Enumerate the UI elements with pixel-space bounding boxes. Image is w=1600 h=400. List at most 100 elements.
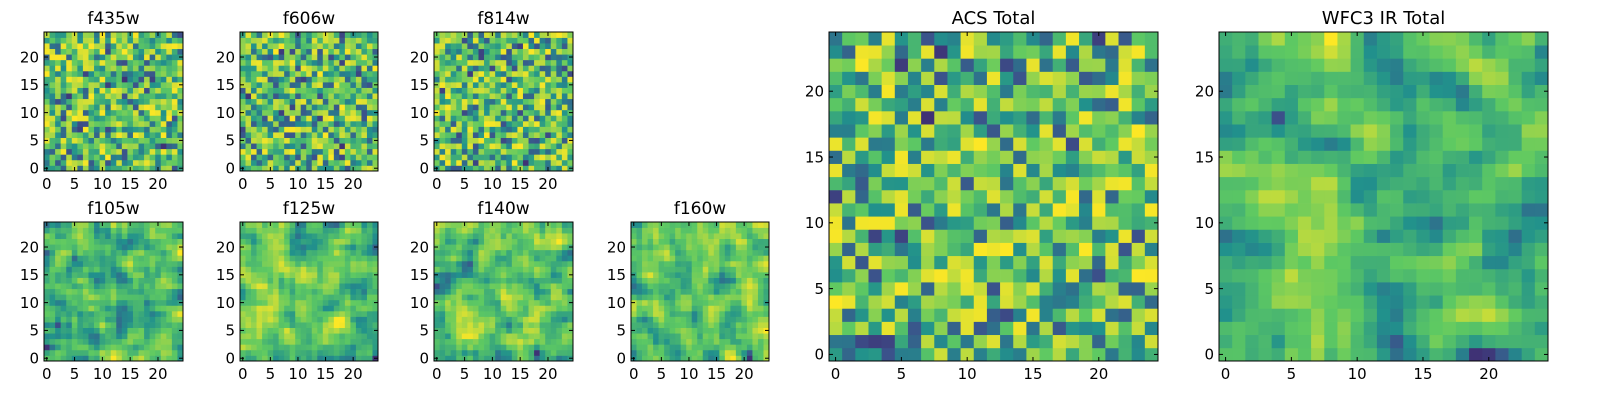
heatmap-cell <box>658 249 665 256</box>
heatmap-cell <box>300 48 307 55</box>
heatmap-cell <box>355 32 362 38</box>
heatmap-cell <box>752 238 759 245</box>
heatmap-cell <box>1065 203 1080 217</box>
heatmap-cell <box>545 333 552 340</box>
heatmap-cell <box>522 327 529 334</box>
heatmap-cell <box>116 93 123 100</box>
heatmap-cell <box>506 165 513 172</box>
heatmap-cell <box>450 126 457 133</box>
heatmap-cell <box>561 109 568 116</box>
heatmap-cell <box>251 222 257 228</box>
heatmap-cell <box>763 249 770 256</box>
heatmap-cell <box>658 316 665 323</box>
heatmap-cell <box>295 266 302 273</box>
heatmap-cell <box>1131 255 1146 270</box>
heatmap-cell <box>144 260 150 267</box>
heatmap-cell <box>94 316 100 323</box>
heatmap-cell <box>894 163 909 178</box>
heatmap-cell <box>495 294 502 301</box>
heatmap-cell <box>1039 347 1054 362</box>
heatmap-cell <box>934 255 948 270</box>
heatmap-cell <box>752 260 759 267</box>
heatmap-cell <box>539 355 546 362</box>
heatmap-cell <box>680 355 687 362</box>
heatmap-cell <box>317 120 324 127</box>
heatmap-cell <box>461 148 468 155</box>
heatmap-cell <box>450 54 457 61</box>
heatmap-cell <box>545 294 552 301</box>
heatmap-cell <box>658 299 665 306</box>
heatmap-cell <box>517 159 524 166</box>
heatmap-cell <box>333 277 340 284</box>
heatmap-cell <box>960 282 975 296</box>
heatmap-cell <box>763 222 770 228</box>
heatmap-cell <box>71 277 78 284</box>
heatmap-cell <box>138 327 145 334</box>
heatmap-cell <box>708 272 715 278</box>
heatmap-cell <box>284 299 291 306</box>
heatmap-cell <box>366 310 373 317</box>
heatmap-cell <box>66 266 73 273</box>
heatmap-cell <box>149 288 156 295</box>
heatmap-cell <box>88 233 95 240</box>
heatmap-cell <box>322 143 329 150</box>
heatmap-cell <box>960 347 975 362</box>
heatmap-cell <box>300 244 307 251</box>
heatmap-cell <box>561 87 568 94</box>
heatmap-cell <box>467 93 474 100</box>
heatmap-cell <box>456 43 463 50</box>
heatmap-cell <box>251 283 257 290</box>
heatmap-cell <box>478 233 485 240</box>
heatmap-cell <box>55 165 62 172</box>
heatmap-cells <box>631 222 770 362</box>
heatmap-cell <box>94 327 100 334</box>
heatmap-cell <box>171 154 178 161</box>
heatmap-cell <box>973 163 988 178</box>
heatmap-cell <box>245 338 252 345</box>
heatmap-cell <box>284 344 291 351</box>
heatmap-cell <box>567 70 574 77</box>
heatmap-cell <box>149 37 156 44</box>
heatmap-cell <box>472 132 479 138</box>
heatmap-cell <box>121 148 128 155</box>
heatmap-cell <box>439 120 446 127</box>
y-tick-label: 5 <box>225 132 235 150</box>
heatmap-cell <box>445 249 452 256</box>
heatmap-cell <box>439 54 446 61</box>
heatmap-cell <box>278 260 285 267</box>
heatmap-cell <box>66 322 73 328</box>
heatmap-cell <box>350 322 357 328</box>
heatmap-cell <box>278 120 285 127</box>
heatmap-cell <box>973 295 988 309</box>
heatmap-cell <box>94 109 100 116</box>
heatmap-cell <box>328 255 335 262</box>
heatmap-cell <box>467 126 474 133</box>
heatmap-cell <box>506 82 513 88</box>
heatmap-cell <box>105 238 112 245</box>
heatmap-cell <box>534 126 540 133</box>
heatmap-cell <box>1118 308 1133 322</box>
heatmap-cell <box>372 249 379 256</box>
heatmap-cell <box>350 316 357 323</box>
heatmap-cell <box>461 316 468 323</box>
heatmap-cell <box>456 244 463 251</box>
heatmap-cell <box>262 283 268 290</box>
heatmap-cell <box>366 148 373 155</box>
heatmap-cell <box>171 238 178 245</box>
heatmap-cell <box>1092 255 1106 270</box>
heatmap-cell <box>1013 176 1027 191</box>
heatmap-cell <box>160 288 167 295</box>
heatmap-cell <box>702 349 709 356</box>
heatmap-cell <box>300 132 307 138</box>
heatmap-cell <box>160 143 167 150</box>
heatmap-cell <box>350 87 357 94</box>
heatmap-cell <box>647 338 654 345</box>
heatmap-cell <box>322 333 329 340</box>
heatmap-cell <box>171 349 178 356</box>
heatmap-cell <box>306 148 313 155</box>
heatmap-cell <box>708 244 715 251</box>
heatmap-cell <box>539 37 546 44</box>
heatmap-cell <box>550 43 557 50</box>
heatmap-cell <box>829 282 843 296</box>
heatmap-cell <box>322 76 329 83</box>
